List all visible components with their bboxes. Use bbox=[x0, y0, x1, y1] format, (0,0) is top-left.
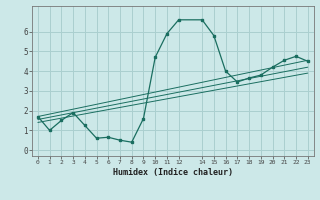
X-axis label: Humidex (Indice chaleur): Humidex (Indice chaleur) bbox=[113, 168, 233, 177]
